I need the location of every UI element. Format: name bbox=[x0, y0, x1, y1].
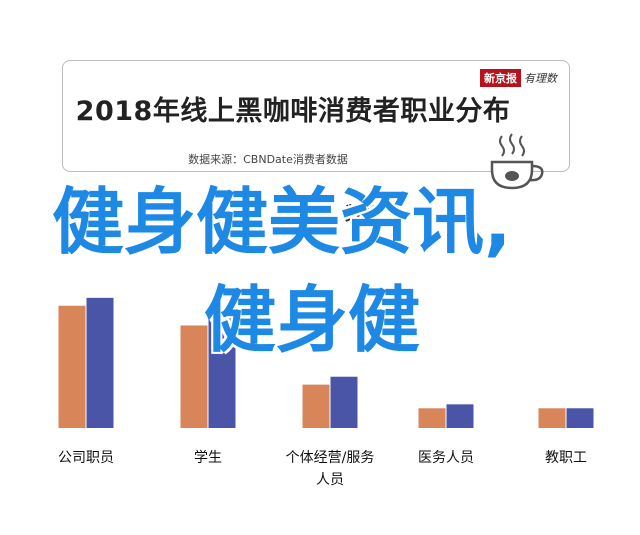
category-label: 个体经营/服务 bbox=[286, 450, 375, 466]
category-label: 教职工 bbox=[545, 450, 587, 466]
title-panel: 新京报 有理数 2018年线上黑咖啡消费者职业分布 数据来源：CBNDate消费… bbox=[62, 60, 570, 172]
brand-name: 新京报 bbox=[480, 69, 521, 87]
overlay-headline: 健身健美资讯, bbox=[52, 180, 512, 264]
brand-subname: 有理数 bbox=[524, 72, 557, 85]
bar-b-2 bbox=[330, 376, 358, 428]
bar-a-4 bbox=[538, 408, 566, 428]
coffee-cup-icon bbox=[490, 133, 544, 190]
bar-a-1 bbox=[180, 325, 208, 428]
data-source: 数据来源：CBNDate消费者数据 bbox=[188, 153, 348, 166]
bar-a-2 bbox=[302, 384, 330, 428]
bar-b-0 bbox=[86, 297, 114, 428]
brand-logo: 新京报 有理数 bbox=[480, 69, 557, 87]
bar-a-0 bbox=[58, 305, 86, 428]
category-label: 人员 bbox=[316, 472, 344, 488]
bar-b-3 bbox=[446, 404, 474, 428]
bar-a-3 bbox=[418, 408, 446, 428]
bar-b-4 bbox=[566, 408, 594, 428]
category-label: 学生 bbox=[194, 450, 222, 466]
category-label: 医务人员 bbox=[418, 450, 474, 466]
chart-title: 2018年线上黑咖啡消费者职业分布 bbox=[75, 96, 511, 127]
overlay-subheadline: 健身健 bbox=[204, 278, 421, 362]
overlay-partial-text: 数据 bbox=[345, 204, 381, 225]
bar-b-1 bbox=[208, 317, 236, 428]
category-label: 公司职员 bbox=[58, 450, 114, 466]
